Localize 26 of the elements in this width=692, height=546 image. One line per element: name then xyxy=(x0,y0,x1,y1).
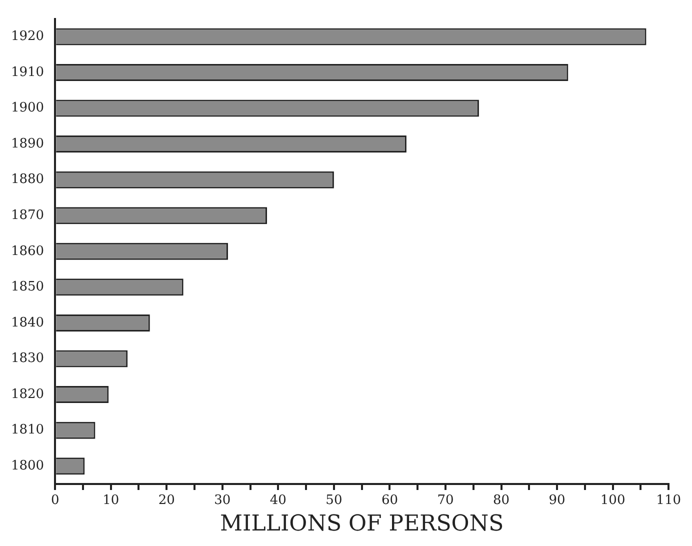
y-tick-label: 1860 xyxy=(10,244,44,259)
x-tick-label: 90 xyxy=(548,493,566,508)
x-tick-label: 50 xyxy=(326,493,342,508)
y-tick-label: 1900 xyxy=(10,100,44,116)
x-tick-label: 70 xyxy=(437,493,454,508)
x-tick-label: 60 xyxy=(381,493,398,508)
y-tick-label: 1880 xyxy=(10,172,44,188)
y-tick-label: 1810 xyxy=(10,422,44,438)
y-tick-label: 1800 xyxy=(10,458,44,474)
y-tick-label: 1850 xyxy=(10,280,44,295)
x-tick-label: 30 xyxy=(214,493,231,508)
y-tick-label: 1840 xyxy=(10,315,44,330)
y-tick-label: 1890 xyxy=(10,136,44,152)
y-tick-label: 1870 xyxy=(10,208,44,223)
x-tick-label: 40 xyxy=(270,493,286,508)
x-tick-label: 20 xyxy=(158,493,175,508)
y-tick-label: 1920 xyxy=(10,29,44,44)
x-tick-label: 10 xyxy=(102,493,120,508)
x-axis-title: MILLIONS OF PERSONS xyxy=(220,512,504,537)
x-tick-label: 80 xyxy=(493,493,510,508)
x-tick-label: 0 xyxy=(50,493,60,508)
y-tick-label: 1830 xyxy=(10,351,44,366)
y-tick-label: 1910 xyxy=(10,64,44,80)
x-tick-label: 110 xyxy=(656,493,682,508)
x-tick-label: 100 xyxy=(600,493,626,508)
y-tick-label: 1820 xyxy=(10,386,44,402)
